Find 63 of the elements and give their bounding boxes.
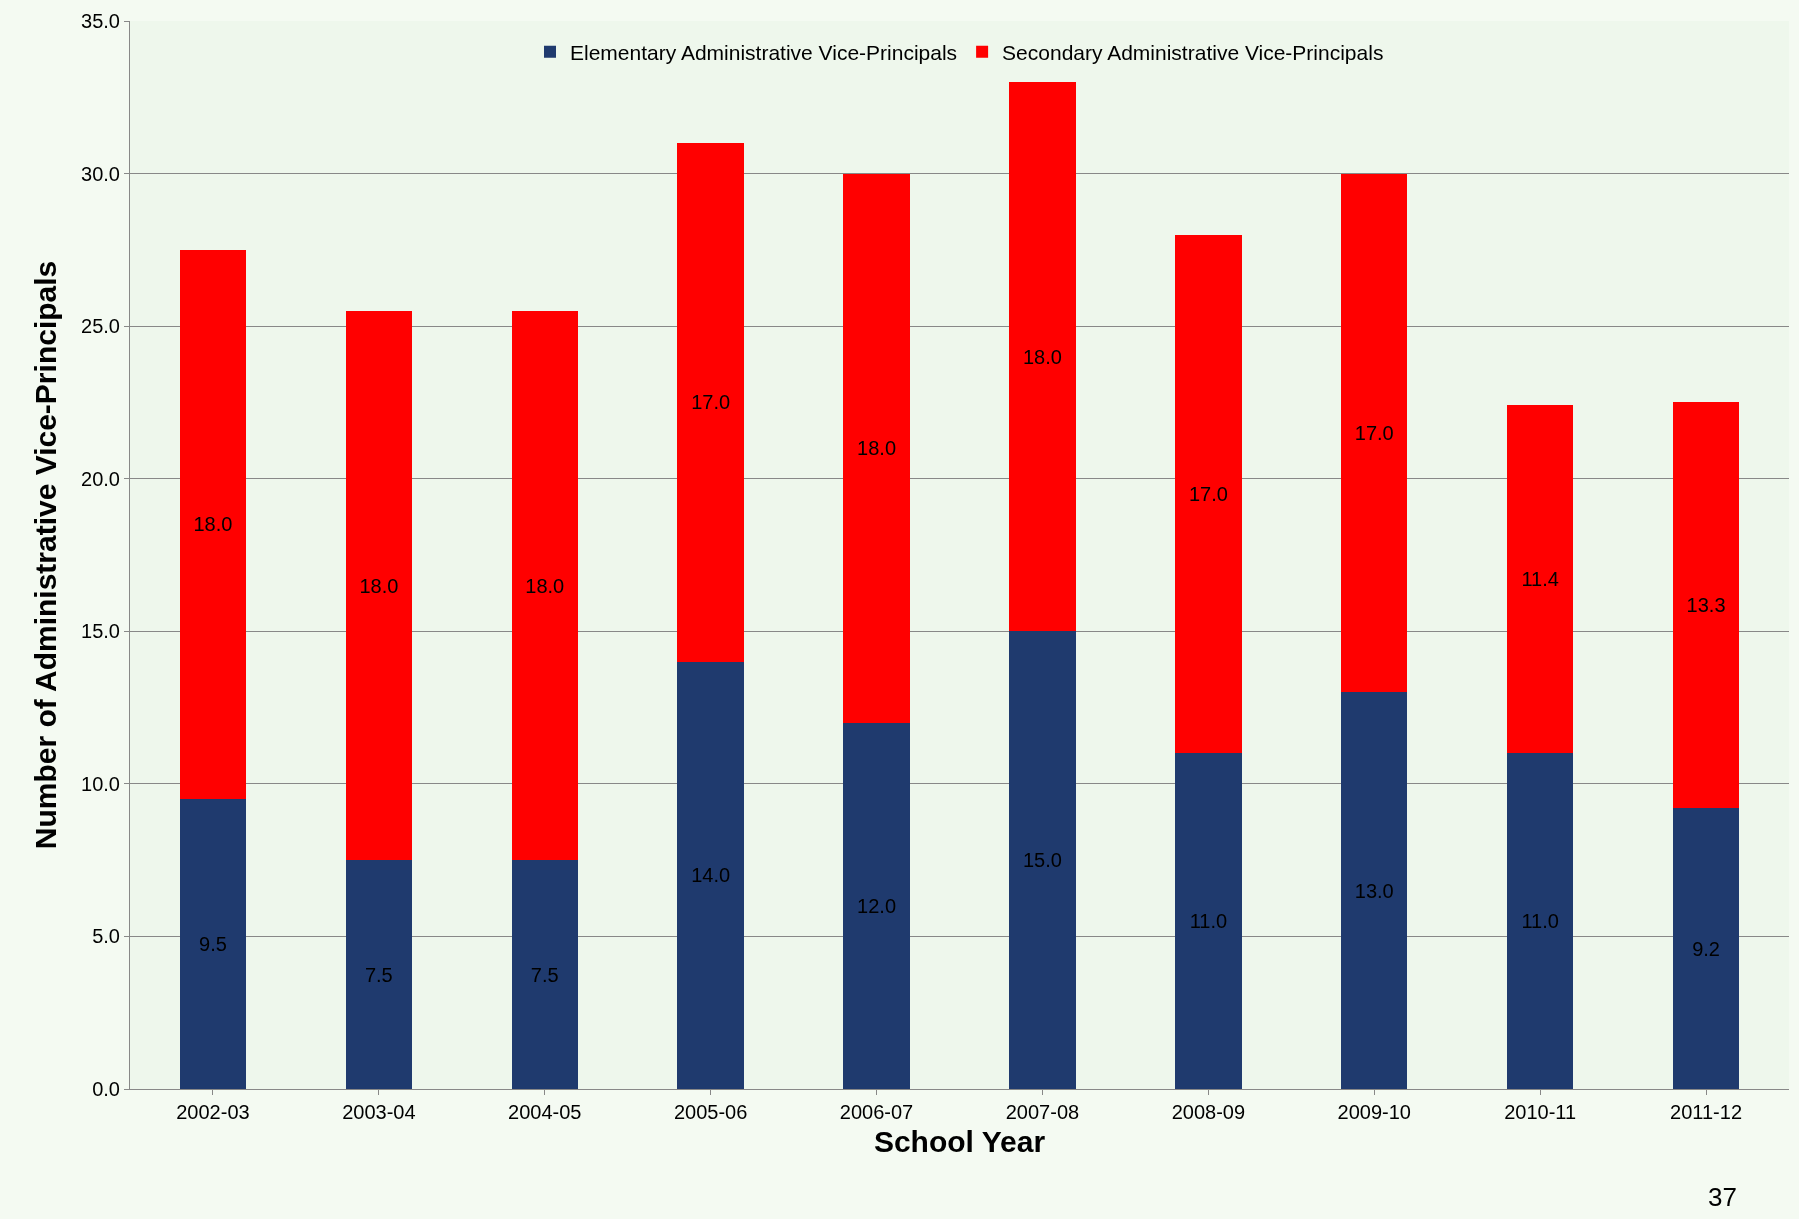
bar bbox=[843, 722, 910, 1089]
data-label: 13.0 bbox=[1354, 879, 1394, 902]
data-label: 15.0 bbox=[1022, 849, 1062, 872]
data-label: 18.0 bbox=[1022, 345, 1062, 368]
data-label: 18.0 bbox=[857, 437, 897, 460]
y-tick-label: 5.0 bbox=[92, 925, 120, 948]
legend-label: Elementary Administrative Vice-Principals bbox=[570, 41, 958, 65]
bar bbox=[1175, 753, 1242, 1089]
bar bbox=[1506, 753, 1574, 1089]
x-tick-label: 2006-07 bbox=[839, 1101, 914, 1123]
bar bbox=[345, 310, 413, 861]
data-label: 17.0 bbox=[691, 391, 731, 414]
y-axis-title: Number of Administrative Vice-Principals bbox=[29, 260, 63, 850]
data-label: 7.5 bbox=[530, 963, 559, 986]
bar bbox=[1672, 402, 1740, 809]
data-label: 12.0 bbox=[857, 894, 897, 917]
data-label: 18.0 bbox=[525, 574, 565, 597]
data-label: 11.0 bbox=[1521, 910, 1559, 933]
bar bbox=[1672, 808, 1740, 1089]
legend-label: Secondary Administrative Vice-Principals bbox=[1002, 41, 1384, 65]
y-tick-label: 30.0 bbox=[81, 162, 120, 185]
x-tick-label: 2008-09 bbox=[1171, 1101, 1246, 1123]
y-tick-label: 10.0 bbox=[81, 772, 120, 795]
bar bbox=[843, 173, 910, 723]
y-tick-label: 35.0 bbox=[81, 10, 120, 32]
bar bbox=[1341, 692, 1408, 1089]
bar bbox=[1175, 234, 1242, 754]
y-tick-label: 25.0 bbox=[81, 315, 120, 338]
bar bbox=[677, 661, 744, 1089]
x-axis-title: School Year bbox=[873, 1124, 1046, 1158]
data-label: 17.0 bbox=[1354, 421, 1394, 444]
x-tick-label: 2002-03 bbox=[176, 1101, 250, 1123]
data-label: 11.0 bbox=[1189, 910, 1228, 933]
bar bbox=[677, 143, 744, 662]
bar bbox=[179, 799, 247, 1089]
bar bbox=[1506, 405, 1574, 754]
y-tick-label: 20.0 bbox=[81, 467, 120, 490]
x-tick-label: 2005-06 bbox=[673, 1101, 748, 1123]
bar bbox=[179, 249, 247, 800]
data-label: 9.5 bbox=[199, 933, 227, 956]
x-tick-label: 2010-11 bbox=[1504, 1101, 1577, 1123]
x-tick-label: 2007-08 bbox=[1005, 1101, 1080, 1123]
x-tick-label: 2011-12 bbox=[1670, 1101, 1743, 1123]
data-label: 9.2 bbox=[1692, 937, 1720, 960]
x-tick-label: 2004-05 bbox=[508, 1101, 582, 1123]
data-label: 11.4 bbox=[1521, 568, 1559, 591]
data-label: 18.0 bbox=[193, 513, 233, 536]
bar bbox=[511, 860, 578, 1089]
data-label: 18.0 bbox=[359, 574, 399, 597]
bar bbox=[1009, 631, 1076, 1089]
text: 37 bbox=[1708, 1182, 1737, 1212]
data-label: 17.0 bbox=[1188, 482, 1228, 505]
bar bbox=[1009, 82, 1076, 632]
y-tick-label: 0.0 bbox=[92, 1078, 120, 1100]
data-label: 14.0 bbox=[691, 864, 731, 887]
y-tick-label: 15.0 bbox=[81, 620, 120, 643]
bar bbox=[1341, 173, 1408, 693]
data-label: 7.5 bbox=[364, 963, 393, 986]
x-tick-label: 2003-04 bbox=[342, 1101, 416, 1123]
data-label: 13.3 bbox=[1686, 594, 1726, 617]
bar bbox=[511, 310, 578, 861]
bar bbox=[345, 860, 413, 1089]
x-tick-label: 2009-10 bbox=[1337, 1101, 1411, 1123]
